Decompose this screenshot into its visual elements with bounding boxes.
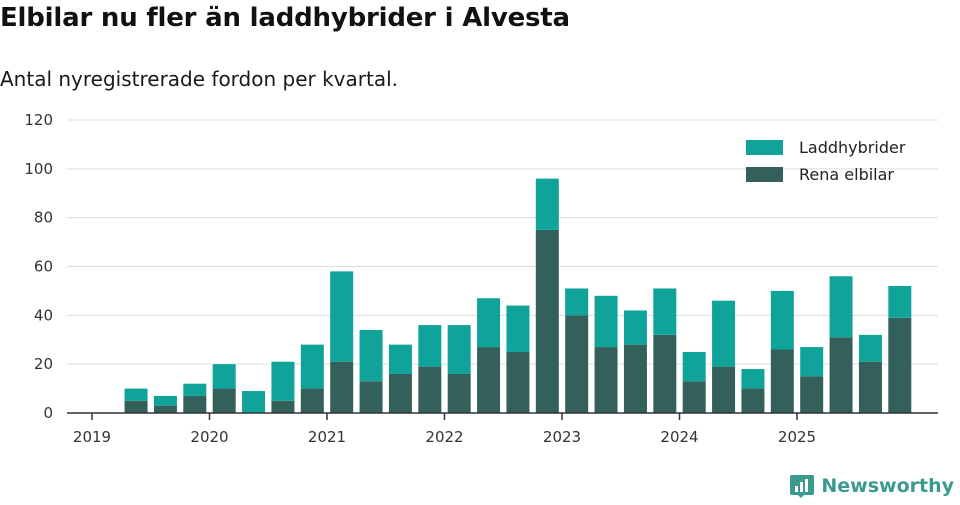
bar-laddhybrider [330,271,354,362]
chart-subtitle: Antal nyregistrerade fordon per kvartal. [0,67,399,91]
bar-rena-elbilar [712,366,736,413]
x-tick-label: 2019 [73,428,111,446]
bar-rena-elbilar [477,347,501,413]
bar-laddhybrider [124,388,148,401]
x-tick-label: 2023 [543,428,581,446]
bar-chart-logo-icon [790,475,815,498]
bar-laddhybrider [153,395,177,406]
bar-laddhybrider [388,344,412,374]
bar-laddhybrider [594,295,618,348]
bar-laddhybrider [447,325,471,374]
bar-rena-elbilar [388,373,412,413]
bar-rena-elbilar [682,381,706,413]
bar-rena-elbilar [800,376,824,413]
x-tick-label: 2025 [778,428,816,446]
bar-laddhybrider [682,351,706,382]
bar-rena-elbilar [506,351,530,413]
bar-laddhybrider [418,325,442,367]
bar-rena-elbilar [623,344,647,413]
bar-rena-elbilar [300,388,324,413]
bar-laddhybrider [800,347,824,377]
bar-rena-elbilar [153,405,177,413]
x-tick-label: 2020 [190,428,228,446]
legend-swatch [746,167,783,182]
bar-rena-elbilar [565,315,589,413]
x-tick-label: 2021 [308,428,346,446]
bar-laddhybrider [888,286,912,318]
bar-rena-elbilar [183,395,207,413]
legend-label: Laddhybrider [799,138,906,157]
y-tick-label: 0 [43,404,53,422]
newsworthy-brand: Newsworthy [789,473,954,499]
bar-laddhybrider [477,298,501,348]
bar-laddhybrider [359,329,383,382]
legend-label: Rena elbilar [799,165,894,184]
bar-rena-elbilar [418,366,442,413]
bar-rena-elbilar [829,337,853,413]
y-tick-label: 100 [24,160,53,178]
bar-laddhybrider [183,383,207,396]
x-tick-label: 2022 [425,428,463,446]
bar-laddhybrider [300,344,324,389]
bar-rena-elbilar [212,388,236,413]
x-tick-label: 2024 [660,428,698,446]
bar-rena-elbilar [741,388,765,413]
bar-laddhybrider [770,290,794,350]
bar-laddhybrider [623,310,647,345]
y-tick-label: 60 [34,258,53,276]
bar-rena-elbilar [653,334,677,413]
chart-title: Elbilar nu fler än laddhybrider i Alvest… [0,3,570,33]
bar-rena-elbilar [447,373,471,413]
bar-laddhybrider [271,361,295,401]
y-tick-label: 120 [24,111,53,129]
bar-laddhybrider [741,369,765,389]
bar-laddhybrider [212,364,236,389]
bar-rena-elbilar [271,400,295,413]
bar-laddhybrider [858,334,882,362]
bar-laddhybrider [242,391,266,413]
x-axis: 2019 2020 2021 2022 2023 2024 2025 [67,412,938,446]
bar-laddhybrider [565,288,589,316]
bar-laddhybrider [829,276,853,338]
bar-laddhybrider [535,178,559,230]
bar-rena-elbilar [124,400,148,413]
bar-rena-elbilar [888,317,912,413]
legend: Laddhybrider Rena elbilar [746,138,906,184]
bar-laddhybrider [712,300,736,367]
brand-name: Newsworthy [821,475,954,497]
bar-laddhybrider [653,288,677,335]
y-tick-label: 80 [34,209,53,227]
bar-laddhybrider [506,305,530,352]
bar-rena-elbilar [535,229,559,413]
bar-rena-elbilar [858,361,882,413]
bar-rena-elbilar [330,361,354,413]
bar-rena-elbilar [594,347,618,413]
bar-rena-elbilar [359,381,383,413]
stacked-bar-chart: 0 20 40 60 80 100 120 2019 2020 2021 2022 2023 2024… [24,111,938,446]
y-axis-ticks: 0 20 40 60 80 100 120 [24,111,53,422]
y-tick-label: 20 [34,355,53,373]
bars [124,178,912,413]
bar-rena-elbilar [770,349,794,413]
legend-swatch [746,140,783,155]
y-tick-label: 40 [34,306,53,324]
